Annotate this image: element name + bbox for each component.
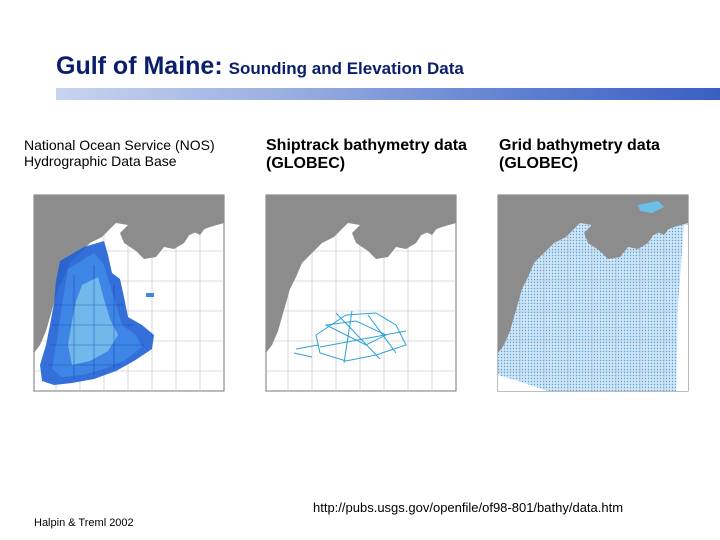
caption-nos: National Ocean Service (NOS) Hydrographi… (24, 137, 215, 170)
caption-grid: Grid bathymetry data (GLOBEC) (499, 137, 660, 173)
map-nos-graphic (33, 194, 225, 392)
source-url: http://pubs.usgs.gov/openfile/of98-801/b… (313, 500, 624, 515)
caption-shiptrack: Shiptrack bathymetry data (GLOBEC) (266, 137, 467, 173)
credit-text: Halpin & Treml 2002 (34, 517, 134, 529)
slide-title: Gulf of Maine: Sounding and Elevation Dat… (56, 52, 464, 81)
map-shiptrack-graphic (265, 194, 457, 392)
map-grid-bathymetry (488, 185, 696, 401)
title-underline-bar (56, 88, 720, 100)
title-subtitle: Sounding and Elevation Data (228, 59, 464, 78)
map-shiptrack-bathymetry (256, 185, 464, 401)
title-main: Gulf of Maine: (56, 52, 223, 80)
map-nos-hydrographic (24, 185, 232, 401)
map-grid-graphic (497, 194, 689, 392)
